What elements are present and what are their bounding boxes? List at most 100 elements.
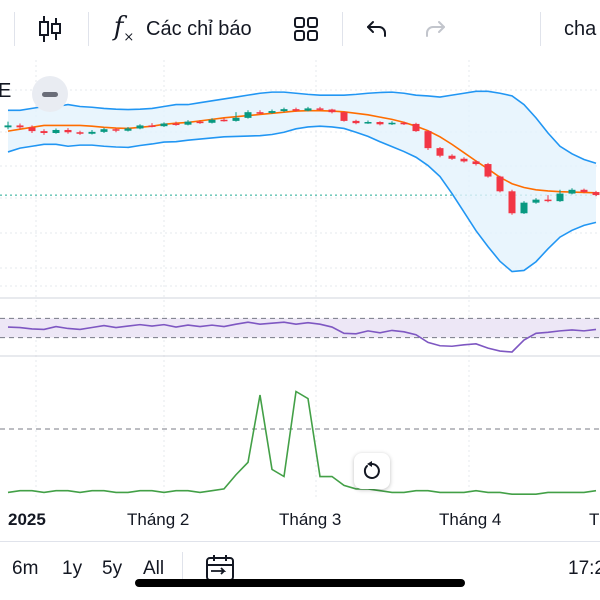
reset-chart-button[interactable]: [354, 453, 390, 489]
collapse-legend-button[interactable]: [32, 76, 68, 112]
bollinger-upper-line: [8, 90, 597, 165]
redo-icon[interactable]: [418, 10, 452, 48]
range-all-button[interactable]: All: [143, 558, 165, 579]
candle: [28, 125, 36, 133]
candlestick-icon[interactable]: [32, 10, 68, 48]
chart-type-button[interactable]: cha: [564, 10, 600, 48]
toolbar-divider: [540, 12, 541, 46]
candle: [472, 160, 480, 166]
rsi-line: [7, 321, 597, 353]
bottom-divider: [0, 541, 600, 542]
candle: [568, 188, 576, 195]
candle: [544, 195, 552, 203]
range-6m-button[interactable]: 6m: [12, 558, 39, 579]
candle: [196, 120, 204, 124]
range-5y-button[interactable]: 5y: [102, 558, 123, 579]
candle: [160, 122, 168, 127]
candle-body: [4, 125, 12, 128]
candle: [484, 162, 492, 178]
candle: [4, 121, 12, 130]
candle-body: [148, 125, 156, 127]
candle: [448, 154, 456, 160]
candle: [208, 118, 216, 124]
indicator-legend: E: [0, 72, 120, 112]
candle: [580, 188, 588, 194]
candle: [556, 189, 564, 202]
candle: [184, 120, 192, 126]
redo-glyph: [426, 21, 445, 37]
candle: [388, 121, 396, 126]
reset-icon: [363, 461, 380, 479]
candle: [340, 111, 348, 122]
candle-body: [160, 123, 168, 127]
candle-body: [64, 129, 72, 133]
candle-body: [568, 189, 576, 194]
candle: [316, 106, 324, 111]
candle-body: [364, 122, 372, 124]
fx-icon[interactable]: f×: [104, 10, 144, 48]
minus-icon: [42, 91, 58, 97]
candle: [520, 201, 528, 215]
rsi-band-fill: [0, 318, 600, 338]
candle: [592, 190, 600, 197]
candle-body: [124, 128, 132, 131]
price-chart[interactable]: [0, 0, 600, 504]
toolbar-divider: [88, 12, 89, 46]
candle-body: [412, 123, 420, 132]
candle-body: [184, 121, 192, 125]
time-axis: 2025 Tháng 2 Tháng 3 Tháng 4 T: [0, 504, 600, 536]
candle: [280, 107, 288, 113]
candle: [52, 128, 60, 134]
range-bar: 6m 1y 5y All 17:2: [0, 548, 600, 600]
candle: [244, 110, 252, 119]
candle-body: [496, 176, 504, 192]
candle: [328, 108, 336, 114]
candle-body: [196, 121, 204, 124]
candle: [148, 123, 156, 128]
candle: [364, 120, 372, 124]
candle-body: [448, 155, 456, 159]
layout-grid-icon[interactable]: [288, 10, 324, 48]
bollinger-fill: [8, 91, 596, 272]
candle-body: [304, 108, 312, 111]
home-indicator: [135, 579, 465, 587]
candle-body: [472, 161, 480, 165]
time-display: 17:2: [568, 558, 600, 579]
candle: [352, 119, 360, 125]
undo-glyph: [367, 21, 386, 37]
candle-body: [208, 119, 216, 123]
candle-body: [244, 112, 252, 118]
range-1y-button[interactable]: 1y: [62, 558, 83, 579]
candle-body: [232, 117, 240, 121]
candle-body: [100, 129, 108, 132]
candle-body: [268, 111, 276, 113]
candle-body: [340, 112, 348, 121]
candle-body: [556, 193, 564, 202]
candle: [88, 129, 96, 135]
candle-body: [520, 202, 528, 214]
candle-body: [112, 129, 120, 131]
volume-line-pane: [0, 390, 600, 496]
candle: [376, 121, 384, 126]
candle-body: [40, 131, 48, 133]
x-tick-label: 2025: [8, 510, 46, 529]
candle-body: [136, 125, 144, 129]
candle-body: [328, 109, 336, 113]
candle: [136, 124, 144, 130]
candle-body: [220, 119, 228, 122]
top-toolbar: f× Các chỉ báo cha: [0, 0, 600, 58]
candle: [412, 122, 420, 132]
candle-body: [88, 131, 96, 134]
indicators-button[interactable]: Các chỉ báo: [146, 10, 264, 48]
candle: [40, 129, 48, 135]
candle-body: [52, 129, 60, 133]
x-tick-label: Tháng 4: [439, 510, 502, 529]
undo-icon[interactable]: [360, 10, 394, 48]
indicators-label: Các chỉ báo: [146, 17, 252, 40]
candle: [112, 128, 120, 133]
candle-body: [460, 158, 468, 162]
candle: [496, 175, 504, 193]
x-tick-label: Tháng 3: [279, 510, 342, 529]
candle: [232, 112, 240, 122]
candle-body: [316, 108, 324, 110]
